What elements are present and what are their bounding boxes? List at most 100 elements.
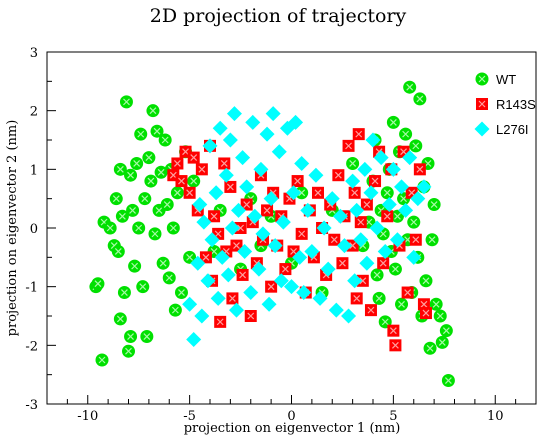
data-point	[275, 214, 291, 230]
data-point	[95, 353, 109, 367]
data-point	[245, 114, 261, 130]
data-point	[413, 92, 427, 106]
data-point	[381, 197, 397, 213]
data-point	[394, 179, 410, 195]
data-point	[228, 302, 244, 318]
data-point	[342, 139, 355, 152]
data-point	[398, 202, 414, 218]
data-point	[224, 220, 240, 236]
data-point	[194, 308, 210, 324]
legend-marker-wt	[475, 72, 489, 86]
data-point	[284, 279, 299, 295]
data-point	[210, 290, 226, 306]
data-point	[346, 239, 359, 252]
data-point	[150, 124, 164, 138]
data-point	[239, 179, 255, 195]
data-point	[295, 186, 309, 200]
legend-marker-r143s	[476, 98, 488, 110]
data-point	[410, 191, 426, 207]
data-point	[134, 127, 148, 141]
data-point	[231, 202, 247, 218]
data-point	[439, 324, 453, 338]
y-tick-label: 0	[30, 222, 38, 237]
data-point	[403, 80, 417, 94]
data-point	[182, 296, 198, 312]
data-point	[200, 273, 216, 289]
legend-label: L276I	[496, 122, 529, 137]
data-point	[304, 243, 320, 259]
data-point	[183, 250, 197, 264]
data-point	[388, 262, 402, 276]
data-point	[202, 138, 218, 154]
data-point	[187, 174, 201, 188]
data-point	[126, 203, 140, 217]
data-point	[158, 133, 172, 147]
legend-label: R143S	[496, 97, 536, 112]
data-point	[130, 156, 144, 170]
data-point	[380, 186, 394, 200]
y-axis-label: projection on eigenvector 2 (nm)	[5, 120, 20, 337]
data-point	[124, 330, 138, 344]
x-tick-label: -5	[183, 409, 196, 424]
data-point	[117, 286, 131, 300]
data-point	[146, 104, 160, 118]
data-point	[336, 238, 352, 254]
data-point	[390, 209, 404, 223]
data-point	[156, 256, 170, 270]
data-point	[204, 232, 220, 248]
data-point	[186, 331, 202, 347]
data-point	[395, 297, 409, 311]
data-point	[401, 286, 414, 299]
data-point	[386, 115, 400, 129]
data-point	[255, 226, 271, 242]
data-point	[230, 239, 243, 252]
data-point	[271, 144, 287, 160]
data-point	[166, 221, 180, 235]
data-point	[353, 232, 369, 248]
data-point	[190, 255, 206, 271]
data-point	[429, 297, 443, 311]
data-point	[409, 139, 423, 153]
data-point	[171, 157, 184, 170]
data-point	[208, 185, 224, 201]
data-point	[175, 175, 188, 188]
data-point	[369, 220, 385, 236]
data-point	[286, 185, 302, 201]
data-point	[308, 167, 324, 183]
data-point	[170, 186, 184, 200]
data-point	[128, 259, 142, 273]
data-point	[174, 286, 188, 300]
data-point	[265, 106, 281, 122]
data-point	[419, 307, 432, 320]
data-point	[427, 198, 441, 212]
data-point	[381, 210, 394, 223]
data-point	[354, 216, 367, 229]
data-point	[267, 238, 283, 254]
data-point	[222, 132, 238, 148]
data-point	[377, 243, 393, 259]
data-point	[224, 180, 237, 193]
data-point	[389, 232, 405, 248]
data-point	[441, 374, 455, 388]
data-point	[195, 163, 208, 176]
data-point	[435, 335, 449, 349]
x-tick-label: -10	[77, 409, 98, 424]
series-l276i	[182, 106, 432, 347]
data-point	[236, 268, 249, 281]
data-point	[370, 268, 384, 282]
data-point	[142, 151, 156, 165]
data-point	[263, 191, 279, 207]
data-point	[279, 263, 292, 276]
data-point	[294, 155, 310, 171]
data-point	[259, 126, 275, 142]
x-tick-label: 5	[389, 409, 397, 424]
data-point	[311, 186, 324, 199]
data-point	[208, 210, 221, 223]
data-point	[115, 209, 129, 223]
data-point	[296, 285, 312, 301]
data-point	[220, 267, 236, 283]
data-point	[350, 292, 363, 305]
data-point	[385, 161, 401, 177]
data-point	[377, 257, 390, 270]
